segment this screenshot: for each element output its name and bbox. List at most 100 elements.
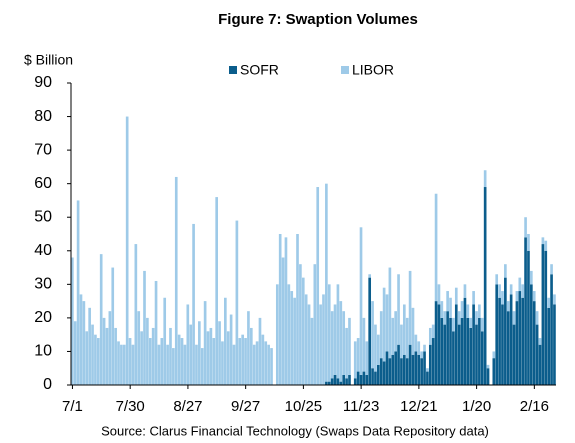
bar-segment bbox=[414, 351, 418, 385]
bar-segment bbox=[186, 304, 190, 385]
bar-segment bbox=[463, 297, 467, 385]
bar-segment bbox=[284, 237, 288, 385]
bar-segment bbox=[94, 334, 97, 385]
y-axis-label: $ Billion bbox=[24, 52, 73, 68]
bar-segment bbox=[530, 270, 533, 285]
x-tick-label: 11/23 bbox=[343, 398, 379, 415]
bar-segment bbox=[400, 358, 403, 385]
bar-segment bbox=[521, 297, 525, 385]
bar-segment bbox=[443, 311, 447, 325]
legend-swatch bbox=[229, 66, 237, 74]
y-tick-label: 40 bbox=[34, 242, 52, 259]
bar-segment bbox=[541, 237, 545, 245]
bar-segment bbox=[397, 274, 400, 345]
bar-segment bbox=[180, 338, 184, 385]
bar-segment bbox=[550, 264, 553, 275]
bar-segment bbox=[437, 304, 441, 385]
bar-segment bbox=[512, 324, 516, 385]
y-tick-label: 10 bbox=[34, 343, 52, 360]
y-tick-label: 30 bbox=[34, 276, 52, 293]
bar-segment bbox=[206, 331, 210, 385]
bar-segment bbox=[368, 277, 372, 385]
bar-segment bbox=[472, 304, 475, 385]
bar-segment bbox=[397, 344, 400, 385]
bar-segment bbox=[215, 197, 219, 385]
bar-segment bbox=[400, 324, 403, 359]
bar-segment bbox=[538, 338, 542, 345]
bar-segment bbox=[449, 317, 452, 385]
bar-segment bbox=[212, 338, 216, 385]
bar-segment bbox=[105, 327, 109, 385]
bar-segment bbox=[336, 378, 340, 385]
bar-segment bbox=[475, 311, 478, 325]
bar-segment bbox=[82, 301, 86, 385]
bar-segment bbox=[301, 277, 305, 385]
bar-segment bbox=[547, 297, 550, 308]
bar-segment bbox=[293, 297, 296, 385]
bar-segment bbox=[553, 294, 556, 305]
bar-segment bbox=[423, 344, 426, 352]
bar-segment bbox=[177, 334, 181, 385]
chart-title: Figure 7: Swaption Volumes bbox=[218, 11, 418, 28]
bar-segment bbox=[544, 250, 548, 385]
bar-segment bbox=[290, 291, 294, 385]
legend-label: SOFR bbox=[240, 62, 279, 78]
bar-segment bbox=[342, 311, 346, 375]
bar-segment bbox=[85, 331, 89, 385]
bar-segment bbox=[267, 344, 270, 385]
bar-segment bbox=[270, 348, 273, 385]
bar-segment bbox=[495, 274, 499, 285]
bar-segment bbox=[238, 338, 242, 385]
bar-segment bbox=[327, 381, 331, 385]
bar-segment bbox=[388, 267, 392, 359]
bar-segment bbox=[420, 358, 423, 385]
bar-segment bbox=[515, 291, 519, 302]
bar-segment bbox=[200, 348, 204, 385]
bar-segment bbox=[151, 327, 155, 385]
bar-segment bbox=[114, 327, 117, 385]
bar-segment bbox=[506, 301, 510, 312]
bar-segment bbox=[307, 304, 311, 385]
bar-segment bbox=[518, 291, 522, 385]
bar-segment bbox=[426, 371, 429, 385]
bar-segment bbox=[394, 351, 397, 385]
bar-segment bbox=[345, 378, 348, 385]
bar-segment bbox=[541, 244, 545, 385]
bar-segment bbox=[532, 301, 536, 385]
bar-segment bbox=[255, 341, 259, 385]
bar-segment bbox=[440, 301, 444, 318]
bar-segment bbox=[148, 338, 152, 385]
bar-segment bbox=[241, 334, 244, 385]
bar-segment bbox=[547, 307, 550, 385]
bar-segment bbox=[431, 324, 435, 339]
bar-segment bbox=[431, 338, 435, 385]
bar-segment bbox=[423, 351, 426, 385]
bar-segment bbox=[353, 341, 357, 379]
bar-segment bbox=[405, 317, 409, 359]
bar-segment bbox=[440, 317, 444, 385]
bar-segment bbox=[359, 227, 363, 375]
bar-segment bbox=[486, 364, 490, 369]
bar-segment bbox=[457, 324, 461, 385]
bar-segment bbox=[434, 301, 438, 385]
x-tick-label: 12/21 bbox=[400, 398, 438, 415]
bar-segment bbox=[463, 284, 467, 298]
bar-segment bbox=[530, 284, 533, 385]
bar-segment bbox=[466, 304, 470, 318]
bar-segment bbox=[472, 291, 475, 305]
bar-segment bbox=[417, 341, 421, 355]
bar-segment bbox=[143, 270, 146, 385]
bar-segment bbox=[71, 257, 74, 385]
bar-segment bbox=[457, 311, 461, 325]
bar-segment bbox=[362, 317, 366, 372]
x-tick-label: 10/25 bbox=[285, 398, 323, 415]
bar-segment bbox=[411, 307, 415, 355]
bar-segment bbox=[108, 311, 112, 385]
bar-segment bbox=[434, 193, 438, 302]
bar-segment bbox=[391, 317, 395, 355]
bar-segment bbox=[402, 304, 406, 355]
bar-segment bbox=[183, 344, 187, 385]
bar-segment bbox=[535, 324, 539, 385]
bar-segment bbox=[518, 277, 522, 292]
